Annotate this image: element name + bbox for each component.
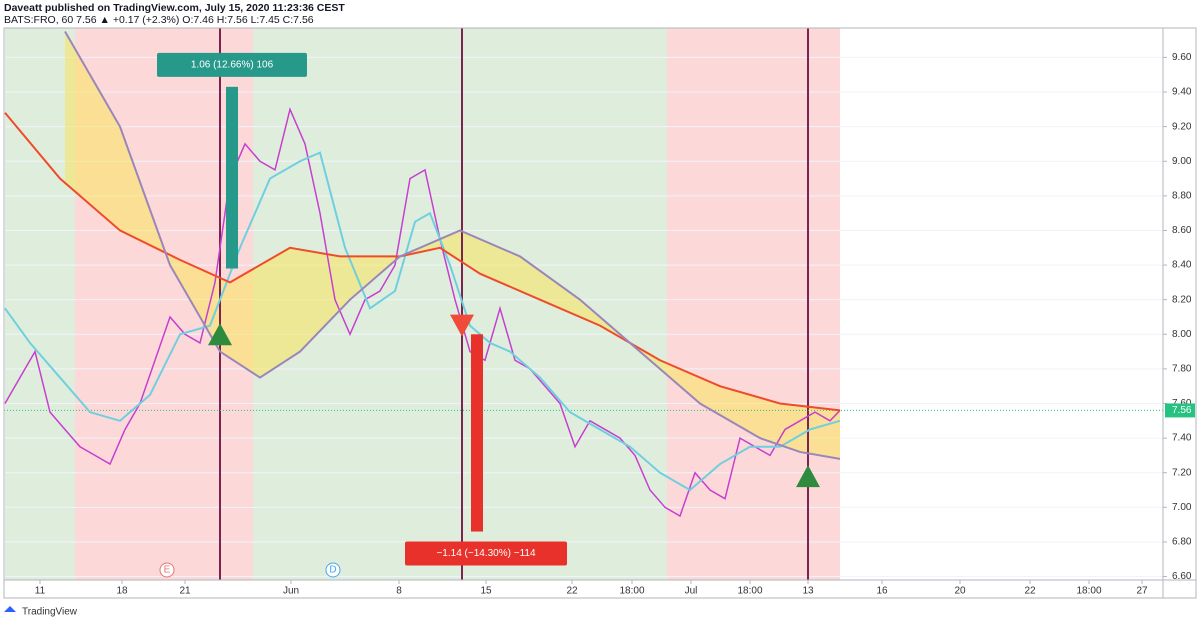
x-tick-label: 18:00 — [1076, 586, 1101, 597]
header-line1: Daveatt published on TradingView.com, Ju… — [4, 2, 345, 14]
y-tick-label: 7.40 — [1172, 433, 1192, 444]
event-label: D — [329, 565, 336, 576]
frame — [3, 27, 1197, 599]
x-tick-label: Jul — [685, 586, 698, 597]
signal-marker — [450, 314, 474, 337]
trade-bar — [471, 334, 483, 532]
series-line — [64, 30, 841, 460]
x-tick-label: 15 — [480, 586, 492, 597]
y-tick-label: 9.00 — [1172, 156, 1192, 167]
event-marker — [325, 562, 341, 578]
x-tick-label: 18:00 — [737, 586, 762, 597]
y-tick-label: 7.20 — [1172, 467, 1192, 478]
trade-bar — [226, 86, 238, 269]
y-tick-label: 8.20 — [1172, 294, 1192, 305]
y-tick-label: 8.60 — [1172, 225, 1192, 236]
y-tick-label: 9.40 — [1172, 87, 1192, 98]
last-price-label: 7.56 — [1172, 405, 1192, 416]
x-tick-label: 22 — [566, 586, 578, 597]
trade-label-box — [405, 541, 567, 566]
event-marker — [159, 562, 175, 578]
header-line2: BATS:FRO, 60 7.56 ▲ +0.17 (+2.3%) O:7.46… — [4, 14, 314, 26]
x-tick-label: 16 — [876, 586, 888, 597]
x-tick-label: 21 — [179, 586, 191, 597]
x-tick-label: 18 — [116, 586, 128, 597]
y-tick-label: 7.80 — [1172, 364, 1192, 375]
trade-label: 1.06 (12.66%) 106 — [191, 59, 274, 70]
last-price-tag — [1165, 403, 1195, 418]
y-tick-label: 9.60 — [1172, 52, 1192, 63]
series-line — [4, 151, 841, 492]
x-tick-label: 13 — [802, 586, 814, 597]
x-tick-label: 11 — [35, 586, 46, 597]
x-tick-label: Jun — [283, 586, 299, 597]
logo — [4, 606, 16, 612]
x-tick-label: 20 — [954, 586, 966, 597]
y-tick-label: 7.00 — [1172, 502, 1192, 513]
trade-label-box — [157, 52, 307, 77]
cloud — [65, 31, 840, 459]
x-tick-label: 22 — [1024, 586, 1036, 597]
y-tick-label: 6.60 — [1172, 571, 1192, 582]
signal-marker — [796, 465, 820, 488]
y-tick-label: 6.80 — [1172, 537, 1192, 548]
y-tick-label: 8.00 — [1172, 329, 1192, 340]
series-line — [4, 112, 841, 412]
trade-label: −1.14 (−14.30%) −114 — [436, 548, 535, 559]
x-tick-label: 18:00 — [619, 586, 644, 597]
footer-brand: TradingView — [22, 607, 78, 618]
event-label: E — [164, 565, 171, 576]
signal-marker — [208, 323, 232, 346]
x-tick-label: 27 — [1136, 586, 1148, 597]
y-tick-label: 8.80 — [1172, 190, 1192, 201]
y-tick-label: 9.20 — [1172, 121, 1192, 132]
zone — [5, 28, 75, 580]
x-tick-label: 8 — [396, 586, 402, 597]
plot: 6.606.807.007.207.407.607.808.008.208.40… — [4, 28, 1195, 597]
y-tick-label: 8.40 — [1172, 260, 1192, 271]
zone — [667, 28, 840, 580]
series-line — [4, 106, 841, 518]
